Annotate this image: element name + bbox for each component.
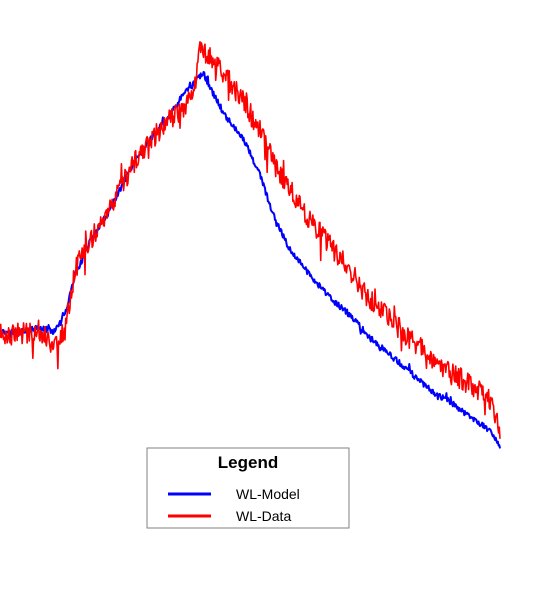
legend-label-wl-data: WL-Data bbox=[236, 508, 291, 524]
series-line-wl-data bbox=[0, 40, 501, 439]
series-line-wl-model bbox=[0, 71, 501, 449]
legend: Legend WL-Model WL-Data bbox=[146, 447, 350, 529]
series-layer bbox=[0, 40, 501, 449]
legend-label-wl-model: WL-Model bbox=[236, 486, 300, 502]
legend-title: Legend bbox=[218, 453, 278, 472]
